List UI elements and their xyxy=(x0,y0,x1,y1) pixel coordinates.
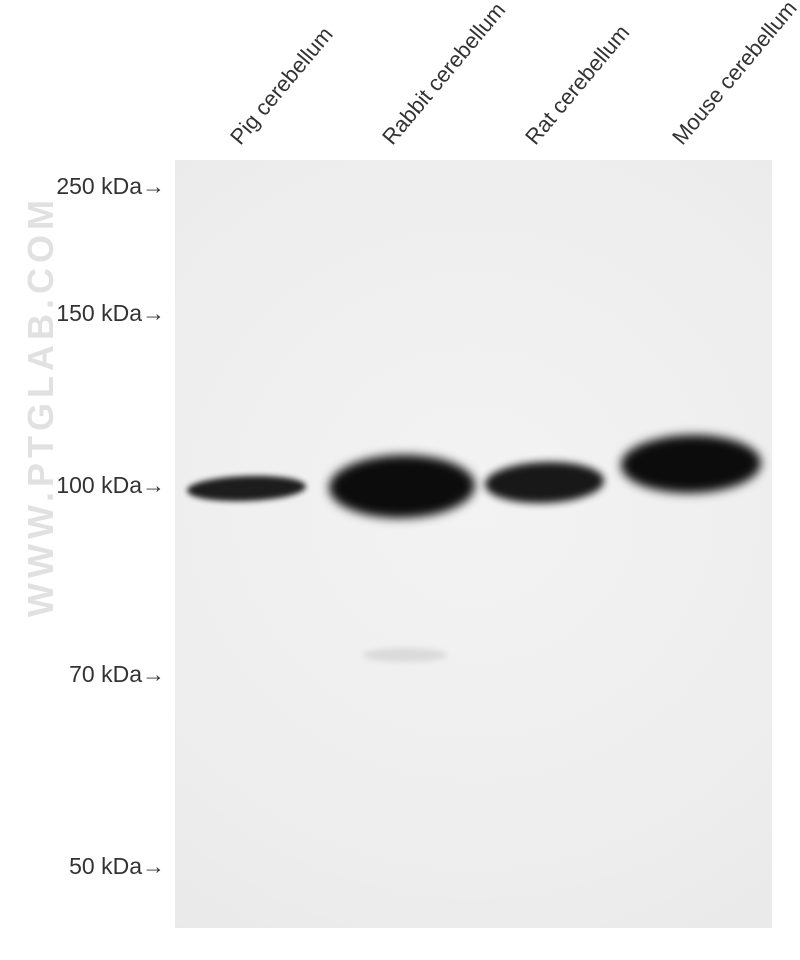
mw-marker-label: 100 kDa→ xyxy=(56,472,165,499)
blot-membrane xyxy=(175,160,772,928)
lane-label: Mouse cerebellum xyxy=(667,0,800,150)
mw-marker-label: 50 kDa→ xyxy=(69,853,165,880)
lane-label: Pig cerebellum xyxy=(225,22,338,150)
mw-marker-label: 70 kDa→ xyxy=(69,661,165,688)
mw-marker-label: 150 kDa→ xyxy=(56,300,165,327)
blot-figure: Pig cerebellum Rabbit cerebellum Rat cer… xyxy=(0,0,800,960)
lane-labels-group: Pig cerebellum Rabbit cerebellum Rat cer… xyxy=(175,10,775,150)
lane-label: Rat cerebellum xyxy=(520,20,635,150)
blot-background xyxy=(175,160,772,928)
mw-labels-group: 250 kDa→ 150 kDa→ 100 kDa→ 70 kDa→ 50 kDa→ xyxy=(0,150,175,930)
lane-label: Rabbit cerebellum xyxy=(377,0,511,150)
mw-marker-label: 250 kDa→ xyxy=(56,173,165,200)
